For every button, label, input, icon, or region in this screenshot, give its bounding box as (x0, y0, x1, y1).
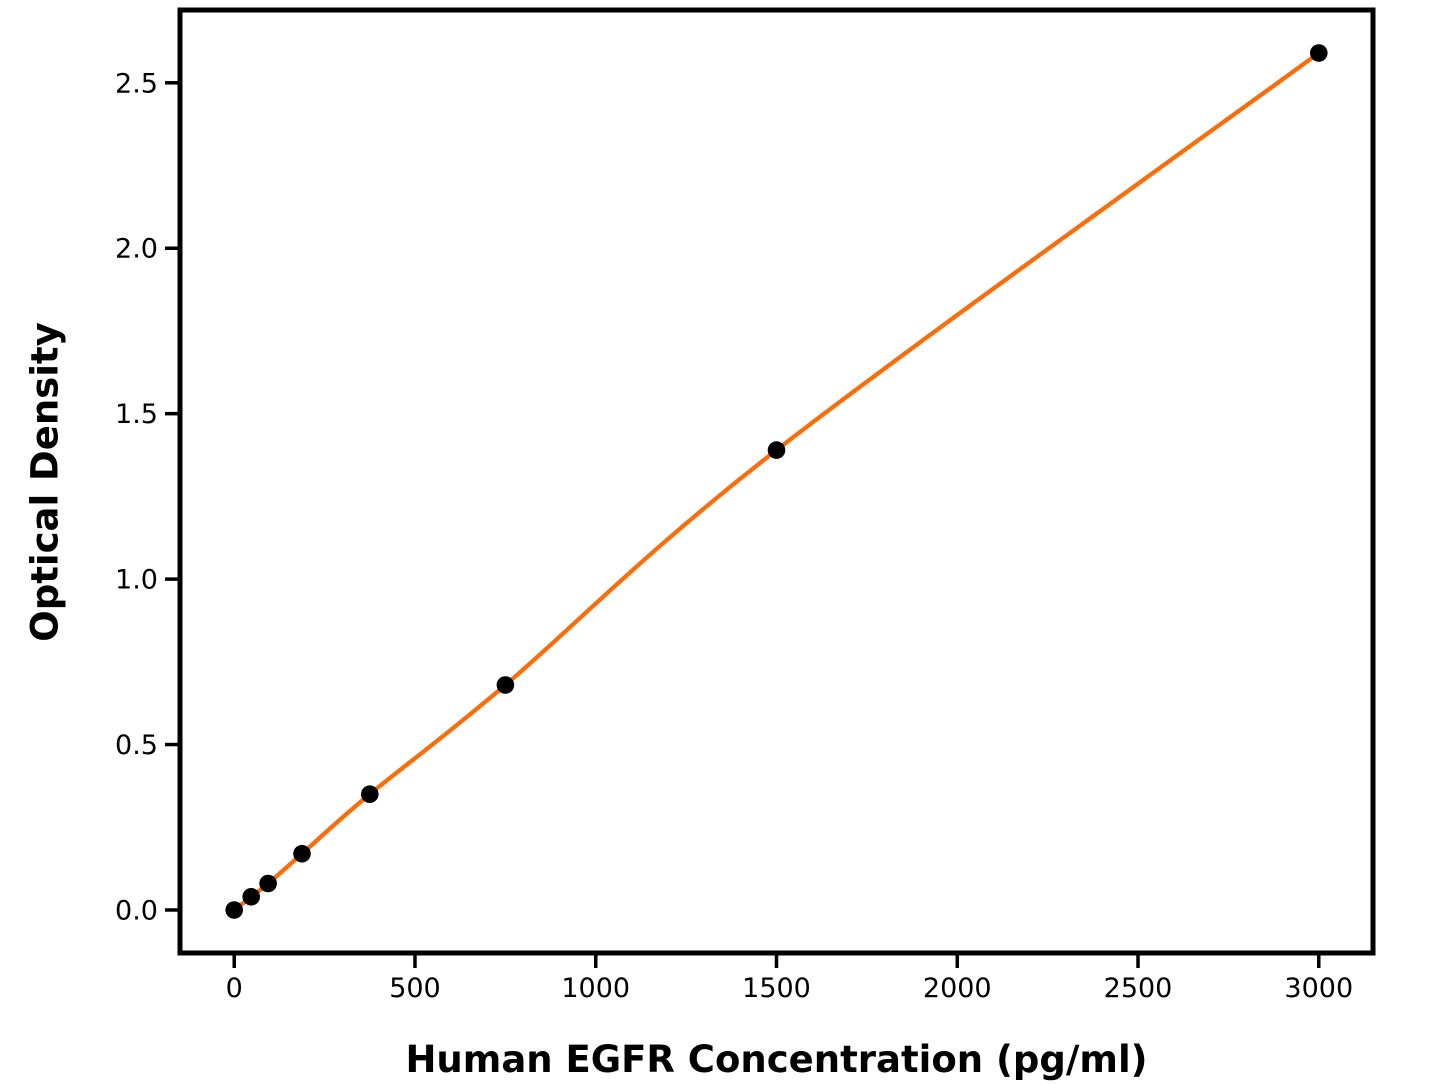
data-point-marker (1310, 44, 1328, 62)
x-axis-label: Human EGFR Concentration (pg/ml) (405, 1038, 1148, 1081)
data-point-marker (242, 888, 260, 906)
y-axis-label: Optical Density (23, 322, 67, 642)
data-point-marker (767, 441, 786, 459)
x-tick-label: 0 (226, 973, 243, 1004)
y-tick-label: 2.0 (115, 234, 158, 265)
x-tick-label: 2500 (1104, 973, 1173, 1004)
x-tick-label: 500 (389, 973, 441, 1004)
data-point-marker (496, 676, 515, 694)
y-tick-label: 1.0 (115, 565, 158, 596)
data-point-marker (293, 844, 311, 863)
plot-frame (177, 7, 1376, 956)
data-point-marker (361, 785, 379, 803)
data-point-marker (225, 901, 243, 919)
y-tick-label: 0.0 (115, 895, 158, 926)
standard-curve-line (232, 50, 1321, 913)
y-tick-label: 2.5 (115, 68, 158, 99)
x-tick-label: 1000 (561, 973, 630, 1004)
x-tick-label: 2000 (923, 973, 992, 1004)
data-point-marker (259, 874, 277, 893)
x-tick-label: 3000 (1284, 973, 1353, 1004)
y-tick-label: 1.5 (115, 399, 158, 430)
x-tick-label: 1500 (742, 973, 811, 1004)
y-tick-label: 0.5 (115, 730, 158, 761)
